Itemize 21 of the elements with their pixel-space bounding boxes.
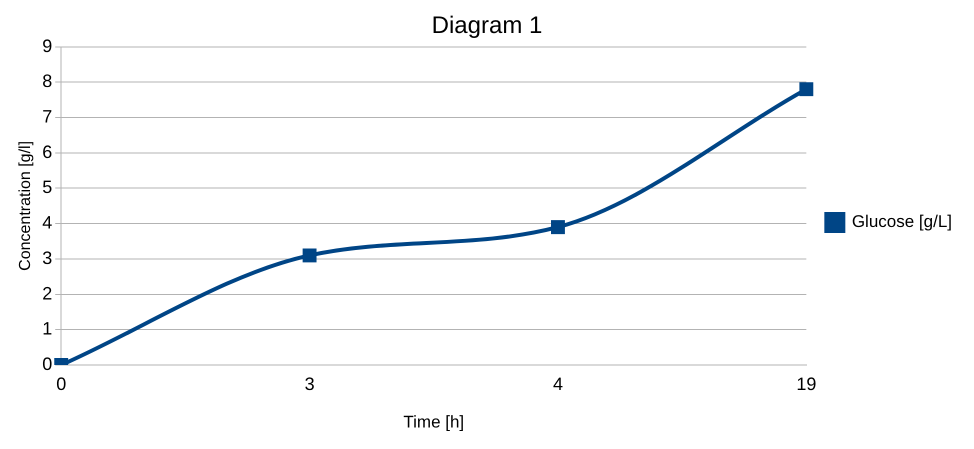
y-tick-label: 5 [42,177,52,198]
x-tick-label: 19 [796,374,816,394]
y-tick-label: 3 [42,248,52,268]
y-tick-label: 8 [42,71,52,92]
y-tick-label: 4 [42,212,52,233]
x-tick-label: 3 [304,374,315,394]
point [551,220,565,234]
y-tick-label: 6 [42,142,52,162]
x-tick-label: 0 [56,374,66,394]
y-axis-title: Concentration [g/l] [17,140,34,271]
point [799,82,814,96]
y-tick-label: 2 [42,283,52,304]
point [302,248,317,262]
x-axis-title: Time [h] [403,412,464,432]
y-tick-label: 0 [42,354,52,374]
y-tick-label: 1 [42,318,52,339]
y-tick-label: 9 [42,36,52,56]
legend-label: Glucose [g/L] [852,212,952,232]
chart-title: Diagram 1 [432,12,542,40]
y-tick-label: 7 [42,106,52,126]
x-tick-label: 4 [552,374,563,394]
